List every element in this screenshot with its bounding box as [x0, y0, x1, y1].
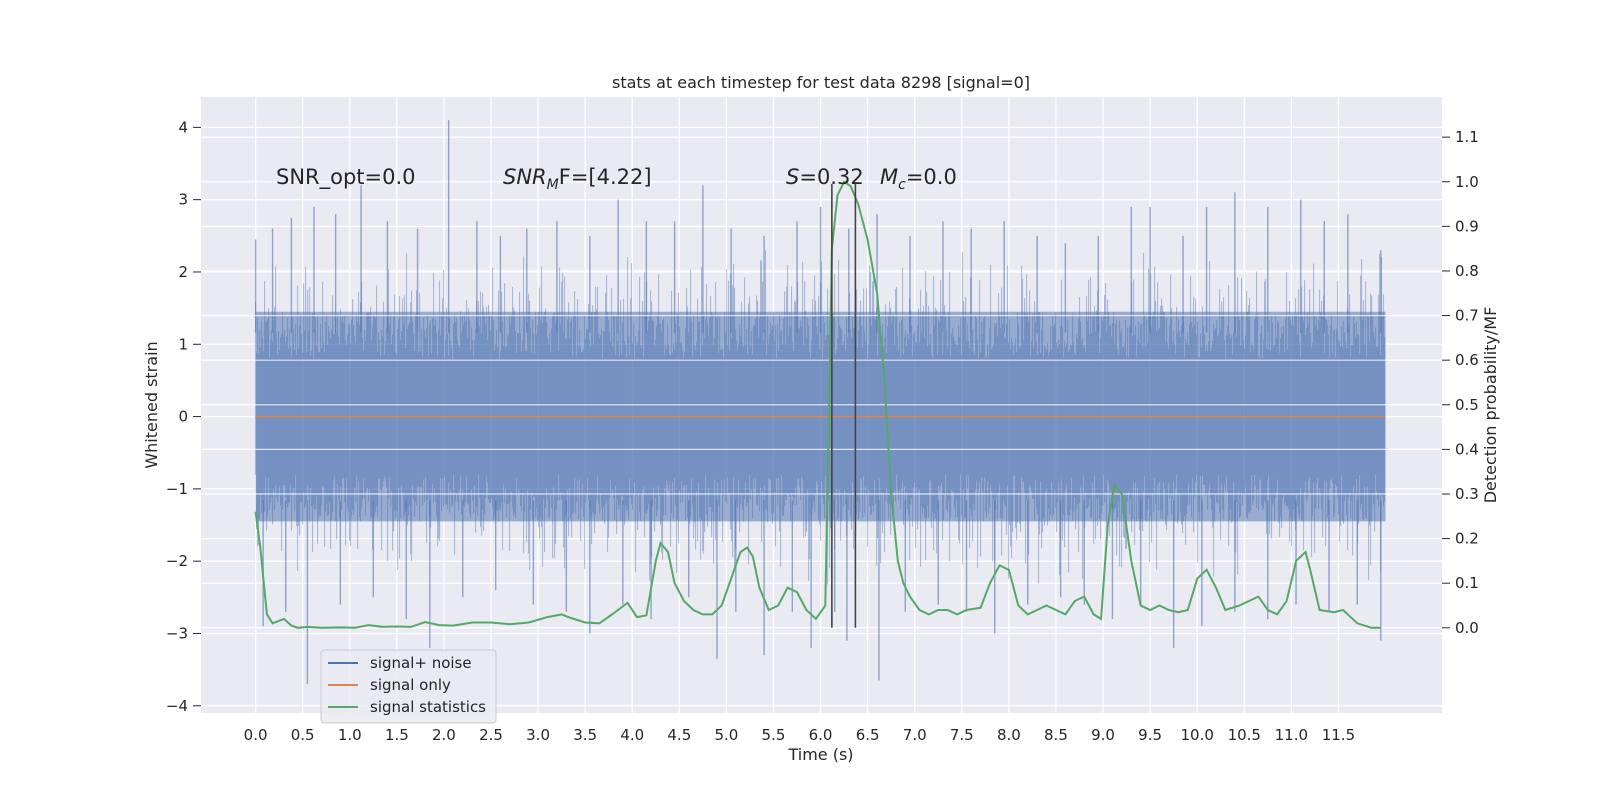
- x-tick-label: 6.0: [809, 726, 833, 744]
- y2-tick-label: 0.7: [1455, 307, 1479, 325]
- legend: signal+ noise signal only signal statist…: [320, 649, 497, 724]
- y2-tick-label: 0.5: [1455, 396, 1479, 414]
- legend-label-signal-noise: signal+ noise: [370, 654, 472, 672]
- x-tick-label: 4.5: [667, 726, 691, 744]
- chart-title: stats at each timestep for test data 829…: [612, 73, 1030, 92]
- x-tick-label: 7.0: [903, 726, 927, 744]
- y-tick-label: −3: [166, 624, 188, 642]
- annotation-snr-mf: SNRMF=[4.22]: [503, 165, 652, 193]
- y-tick-label: 3: [178, 191, 188, 209]
- annotation-snr-opt: SNR_opt=0.0: [276, 165, 416, 190]
- y2-tick-label: 0.8: [1455, 262, 1479, 280]
- y-tick-label: 1: [178, 335, 188, 353]
- y-tick-label: −1: [166, 480, 188, 498]
- x-tick-label: 3.0: [526, 726, 550, 744]
- y-tick-label: 0: [178, 408, 188, 426]
- y-tick-label: 4: [178, 118, 188, 136]
- ticks: 0.0 0.5 1.0 1.5 2.0 2.5 3.0 3.5 4.0 4.5 5.0 5.5 6.0 6…: [166, 118, 1479, 744]
- y2-tick-label: 0.2: [1455, 530, 1479, 548]
- snr-mf-main: SNR: [503, 165, 547, 189]
- legend-label-signal-statistics: signal statistics: [370, 698, 486, 716]
- x-tick-label: 8.5: [1044, 726, 1068, 744]
- s-rest: =0.32: [799, 165, 863, 189]
- x-tick-label: 7.5: [950, 726, 974, 744]
- y2-tick-label: 0.4: [1455, 440, 1479, 458]
- x-tick-label: 9.5: [1138, 726, 1162, 744]
- y-tick-label: −2: [166, 552, 188, 570]
- x-tick-label: 2.5: [479, 726, 503, 744]
- s-main: S: [786, 165, 799, 189]
- x-tick-label: 1.5: [385, 726, 409, 744]
- annotation-s: S=0.32: [786, 165, 864, 189]
- y2-tick-label: 1.0: [1455, 173, 1479, 191]
- annotation-mc: Mc=0.0: [880, 165, 957, 193]
- noise-trace: [255, 250, 1386, 585]
- y2-tick-label: 0.0: [1455, 619, 1479, 637]
- x-tick-label: 11.5: [1322, 726, 1355, 744]
- snr-mf-sub: M: [547, 177, 559, 193]
- y2-axis-label: Detection probability/MF: [1481, 307, 1500, 504]
- y-axis-label: Whitened strain: [142, 341, 161, 468]
- signal-statistics-line: [254, 180, 1381, 629]
- y-tick-label: −4: [166, 697, 188, 715]
- y2-tick-label: 0.3: [1455, 485, 1479, 503]
- x-tick-label: 4.0: [620, 726, 644, 744]
- y2-tick-label: 1.1: [1455, 128, 1479, 146]
- x-tick-label: 0.0: [244, 726, 268, 744]
- y-tick-label: 2: [178, 263, 188, 281]
- y2-tick-label: 0.6: [1455, 351, 1479, 369]
- x-tick-label: 8.0: [997, 726, 1021, 744]
- vertical-markers: [831, 183, 857, 628]
- y2-tick-label: 0.1: [1455, 574, 1479, 592]
- x-tick-label: 3.5: [573, 726, 597, 744]
- x-tick-label: 11.0: [1275, 726, 1308, 744]
- y2-tick-label: 0.9: [1455, 217, 1479, 235]
- x-tick-label: 6.5: [856, 726, 880, 744]
- mc-rest: =0.0: [906, 165, 957, 189]
- x-tick-label: 10.0: [1180, 726, 1213, 744]
- legend-label-signal-only: signal only: [370, 676, 451, 694]
- x-tick-label: 2.0: [432, 726, 456, 744]
- x-tick-label: 1.0: [338, 726, 362, 744]
- legend-box: [320, 649, 497, 724]
- x-axis-label: Time (s): [787, 745, 853, 764]
- x-tick-label: 5.5: [762, 726, 786, 744]
- mc-sub: c: [898, 177, 906, 193]
- mc-main: M: [880, 165, 898, 189]
- x-tick-label: 5.0: [714, 726, 738, 744]
- x-tick-label: 0.5: [291, 726, 315, 744]
- lines-layer: [201, 180, 1442, 629]
- snr-mf-rest: F=[4.22]: [559, 165, 652, 189]
- x-tick-label: 9.0: [1091, 726, 1115, 744]
- x-tick-label: 10.5: [1228, 726, 1261, 744]
